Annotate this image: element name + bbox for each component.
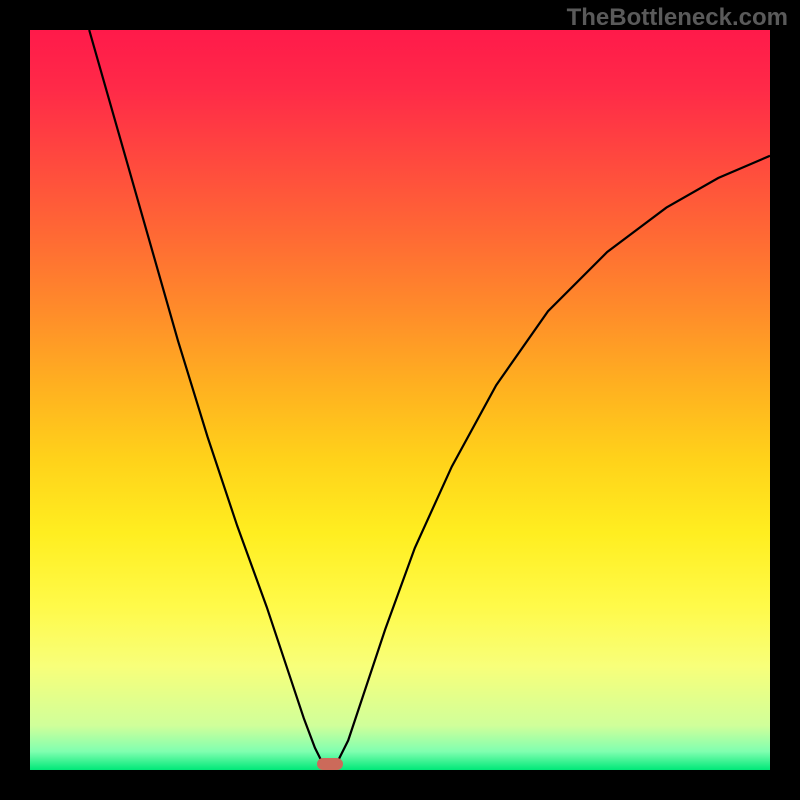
- curve-left-branch: [89, 30, 322, 763]
- chart-container: TheBottleneck.com: [0, 0, 800, 800]
- min-marker: [317, 758, 343, 770]
- curve-svg: [30, 30, 770, 770]
- watermark-text: TheBottleneck.com: [567, 4, 788, 32]
- plot-area: [30, 30, 770, 770]
- curve-right-branch: [337, 156, 770, 763]
